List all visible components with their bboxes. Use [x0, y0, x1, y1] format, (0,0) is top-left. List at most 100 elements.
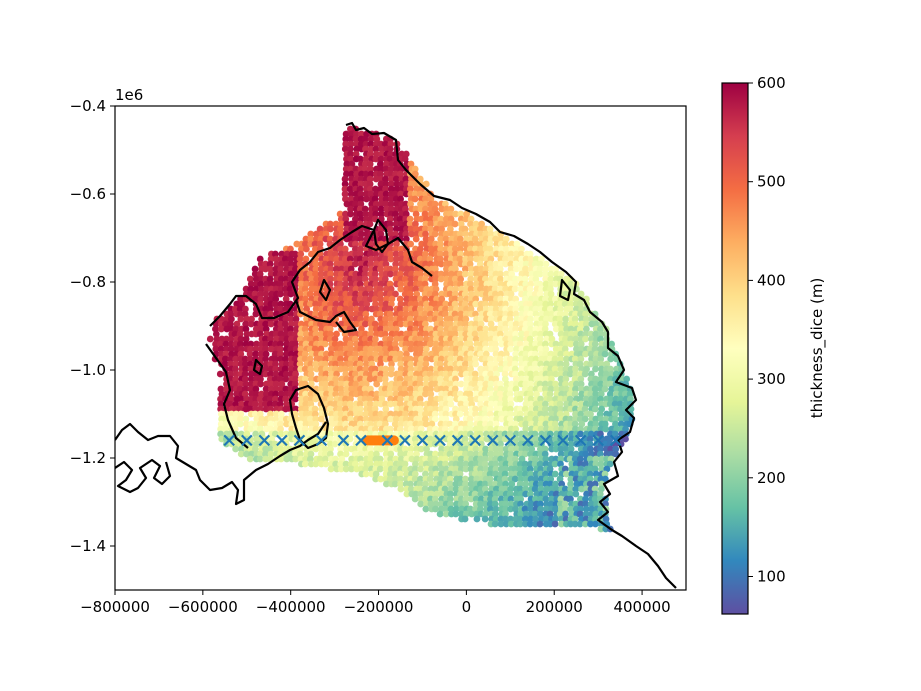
thickness-point	[491, 360, 499, 368]
thickness-point	[386, 385, 394, 393]
thickness-point	[283, 265, 291, 273]
thickness-point	[412, 210, 420, 218]
thickness-point	[357, 415, 364, 423]
thickness-point	[456, 390, 464, 398]
thickness-point	[563, 385, 570, 393]
thickness-point	[451, 385, 459, 393]
thickness-point	[611, 415, 619, 423]
thickness-point	[567, 320, 575, 328]
thickness-point	[497, 270, 504, 278]
thickness-point	[567, 335, 575, 343]
thickness-point	[342, 275, 350, 283]
thickness-point	[253, 340, 260, 348]
thickness-point	[382, 185, 389, 193]
thickness-point	[536, 265, 544, 273]
thickness-point	[482, 350, 490, 358]
thickness-point	[347, 360, 355, 368]
thickness-point	[592, 330, 600, 338]
thickness-point	[217, 420, 225, 428]
thickness-point	[403, 295, 411, 303]
thickness-point	[627, 400, 634, 408]
thickness-point	[472, 280, 480, 288]
thickness-point	[391, 350, 399, 358]
thickness-point	[482, 365, 490, 373]
thickness-point	[327, 430, 334, 438]
thickness-point	[472, 360, 480, 368]
thickness-point	[582, 350, 589, 358]
thickness-point	[427, 385, 434, 393]
thickness-point	[402, 210, 410, 218]
thickness-point	[561, 335, 569, 343]
thickness-point	[341, 185, 349, 193]
thickness-point	[588, 335, 595, 343]
thickness-point	[497, 425, 505, 433]
thickness-point	[442, 340, 450, 348]
thickness-point	[257, 320, 265, 328]
thickness-point	[282, 405, 290, 413]
thickness-point	[562, 405, 570, 413]
colorbar-tick-label: 100	[757, 567, 786, 585]
thickness-point	[502, 320, 510, 328]
thickness-point	[506, 405, 514, 413]
thickness-point	[266, 305, 274, 313]
thickness-point	[617, 395, 624, 403]
thickness-point	[428, 350, 435, 358]
thickness-point	[512, 375, 520, 383]
thickness-point	[387, 205, 395, 213]
thickness-point	[302, 390, 309, 398]
thickness-point	[332, 235, 339, 243]
thickness-point	[252, 275, 260, 283]
thickness-point	[592, 320, 600, 328]
thickness-point	[402, 310, 410, 318]
thickness-point	[367, 330, 374, 338]
thickness-point	[547, 270, 555, 278]
thickness-point	[537, 395, 544, 403]
thickness-point	[401, 385, 409, 393]
thickness-point	[577, 290, 585, 298]
thickness-point	[362, 210, 370, 218]
thickness-point	[537, 340, 544, 348]
thickness-point	[466, 415, 474, 423]
thickness-point	[337, 385, 345, 393]
thickness-point	[327, 265, 335, 273]
thickness-point	[553, 425, 561, 433]
thickness-point	[343, 160, 351, 168]
thickness-point	[507, 395, 515, 403]
thickness-point	[471, 355, 479, 363]
thickness-point	[311, 245, 319, 253]
thickness-point	[341, 180, 349, 188]
thickness-point	[486, 280, 494, 288]
thickness-point	[366, 185, 374, 193]
thickness-point	[456, 230, 464, 238]
thickness-point	[501, 255, 509, 263]
thickness-point	[512, 305, 520, 313]
thickness-point	[351, 240, 359, 248]
thickness-point	[242, 335, 250, 343]
thickness-point	[426, 255, 434, 263]
thickness-point	[282, 275, 290, 283]
thickness-point	[412, 325, 420, 333]
thickness-point	[353, 170, 360, 178]
thickness-point	[386, 335, 394, 343]
thickness-point	[597, 360, 605, 368]
thickness-point	[377, 355, 385, 363]
thickness-point	[318, 325, 326, 333]
thickness-point	[262, 370, 270, 378]
thickness-point	[387, 175, 395, 183]
thickness-point	[278, 250, 286, 258]
thickness-point	[236, 405, 244, 413]
thickness-point	[367, 135, 375, 143]
thickness-point	[397, 190, 405, 198]
thickness-point	[451, 240, 459, 248]
thickness-point	[257, 295, 265, 303]
thickness-point	[302, 255, 310, 263]
thickness-point	[482, 265, 490, 273]
thickness-point	[527, 405, 535, 413]
thickness-point	[417, 415, 424, 423]
thickness-point	[372, 410, 380, 418]
thickness-point	[572, 310, 579, 318]
thickness-point	[367, 420, 375, 428]
thickness-point	[332, 300, 340, 308]
thickness-point	[592, 395, 600, 403]
thickness-point	[292, 265, 299, 273]
